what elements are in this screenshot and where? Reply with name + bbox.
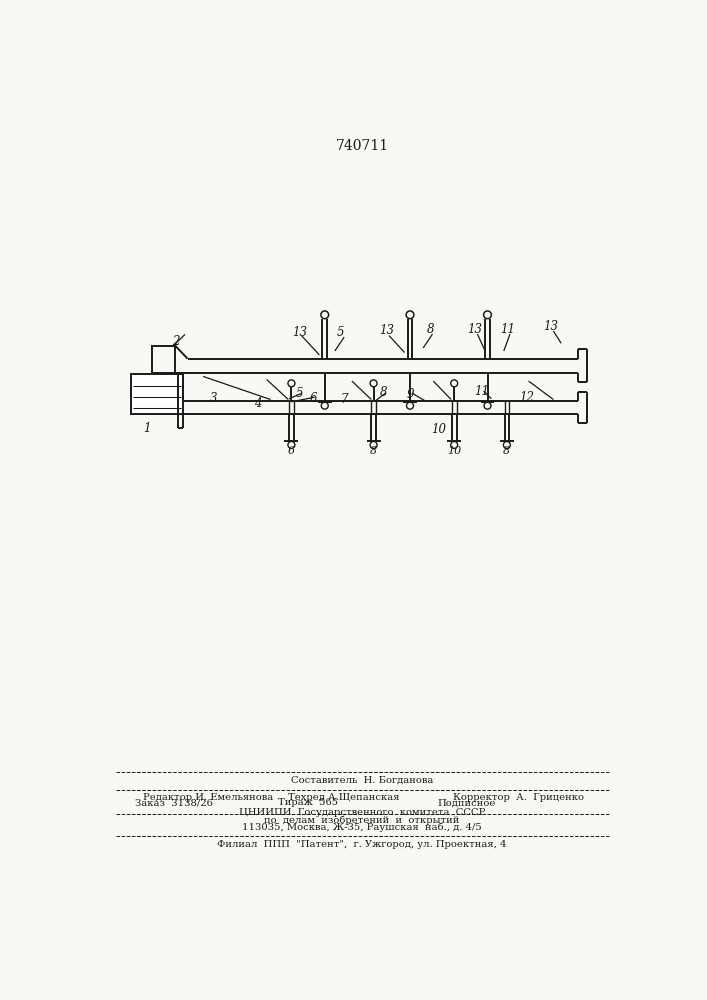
Text: 7: 7 [340, 393, 348, 406]
Text: 11: 11 [500, 323, 515, 336]
Text: 3: 3 [210, 392, 218, 405]
Text: Филиал  ППП  "Патент",  г. Ужгород, ул. Проектная, 4: Филиал ППП "Патент", г. Ужгород, ул. Про… [217, 840, 507, 849]
Text: Подписное: Подписное [437, 798, 496, 807]
Text: Техред А.Щепанская: Техред А.Щепанская [288, 793, 400, 802]
Text: 2: 2 [173, 335, 180, 348]
Bar [152, 346, 175, 373]
Text: 4: 4 [254, 397, 261, 410]
Text: 740711: 740711 [335, 139, 389, 153]
Text: ЦНИИПИ  Государственного  комитета  СССР: ЦНИИПИ Государственного комитета СССР [239, 808, 485, 817]
Text: 5: 5 [337, 326, 344, 339]
Text: 113035, Москва, Ж-35, Раушская  наб., д. 4/5: 113035, Москва, Ж-35, Раушская наб., д. … [242, 823, 482, 832]
Text: 13: 13 [544, 320, 559, 333]
Text: 1: 1 [143, 422, 151, 434]
Text: 12: 12 [519, 391, 534, 404]
Text: Составитель  Н. Богданова: Составитель Н. Богданова [291, 775, 433, 784]
Bar [131, 374, 183, 414]
Text: 5: 5 [296, 387, 303, 400]
Text: Корректор  А.  Гриценко: Корректор А. Гриценко [452, 793, 583, 802]
Text: Редактор И. Емельянова: Редактор И. Емельянова [143, 793, 273, 802]
Text: 6: 6 [288, 446, 295, 456]
Text: 13: 13 [292, 326, 307, 339]
Text: 13: 13 [467, 323, 482, 336]
Text: по  делам  изобретений  и  открытий: по делам изобретений и открытий [264, 815, 460, 825]
Text: 9: 9 [407, 388, 414, 401]
Text: 10: 10 [431, 423, 446, 436]
Text: 11: 11 [474, 385, 489, 398]
Text: Заказ  3138/26: Заказ 3138/26 [135, 798, 213, 807]
Text: 8: 8 [370, 446, 377, 456]
Text: 8: 8 [503, 446, 510, 456]
Text: 8: 8 [426, 323, 434, 336]
Text: 8: 8 [380, 386, 387, 399]
Text: 10: 10 [447, 446, 461, 456]
Text: 6: 6 [310, 392, 317, 405]
Text: 13: 13 [379, 324, 395, 337]
Text: Тираж  565: Тираж 565 [279, 798, 339, 807]
